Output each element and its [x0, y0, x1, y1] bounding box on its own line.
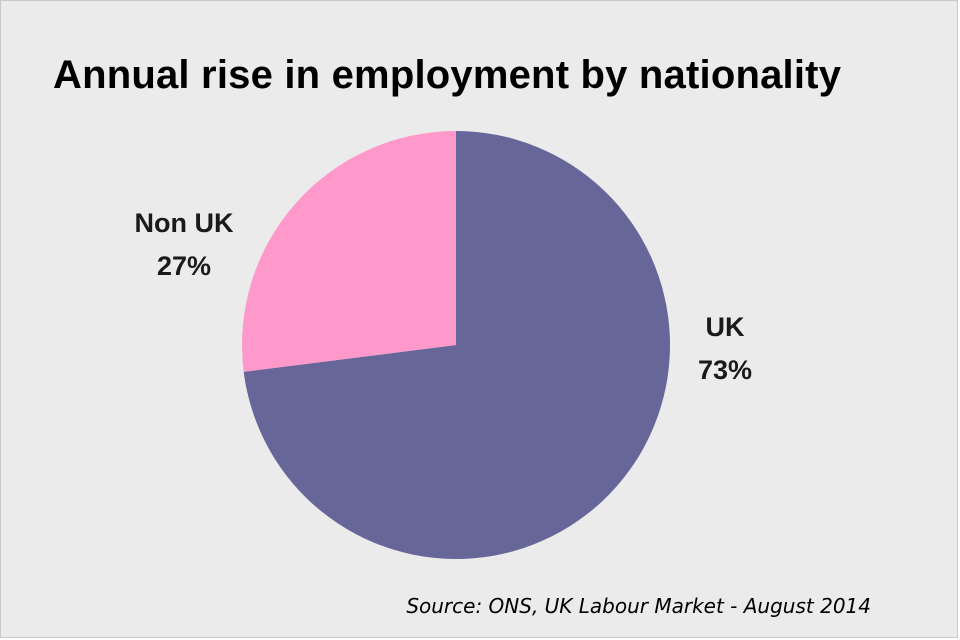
slice-value-label-non-uk: 27%	[157, 251, 211, 281]
source-note: Source: ONS, UK Labour Market - August 2…	[406, 594, 871, 618]
slice-name-label-uk: UK	[706, 312, 745, 342]
pie-slice-uk	[243, 131, 671, 560]
pie-slice-non-uk	[242, 131, 456, 372]
slice-name-label-non-uk: Non UK	[135, 208, 234, 238]
chart-title: Annual rise in employment by nationality	[53, 53, 842, 97]
slice-value-label-uk: 73%	[698, 355, 752, 385]
